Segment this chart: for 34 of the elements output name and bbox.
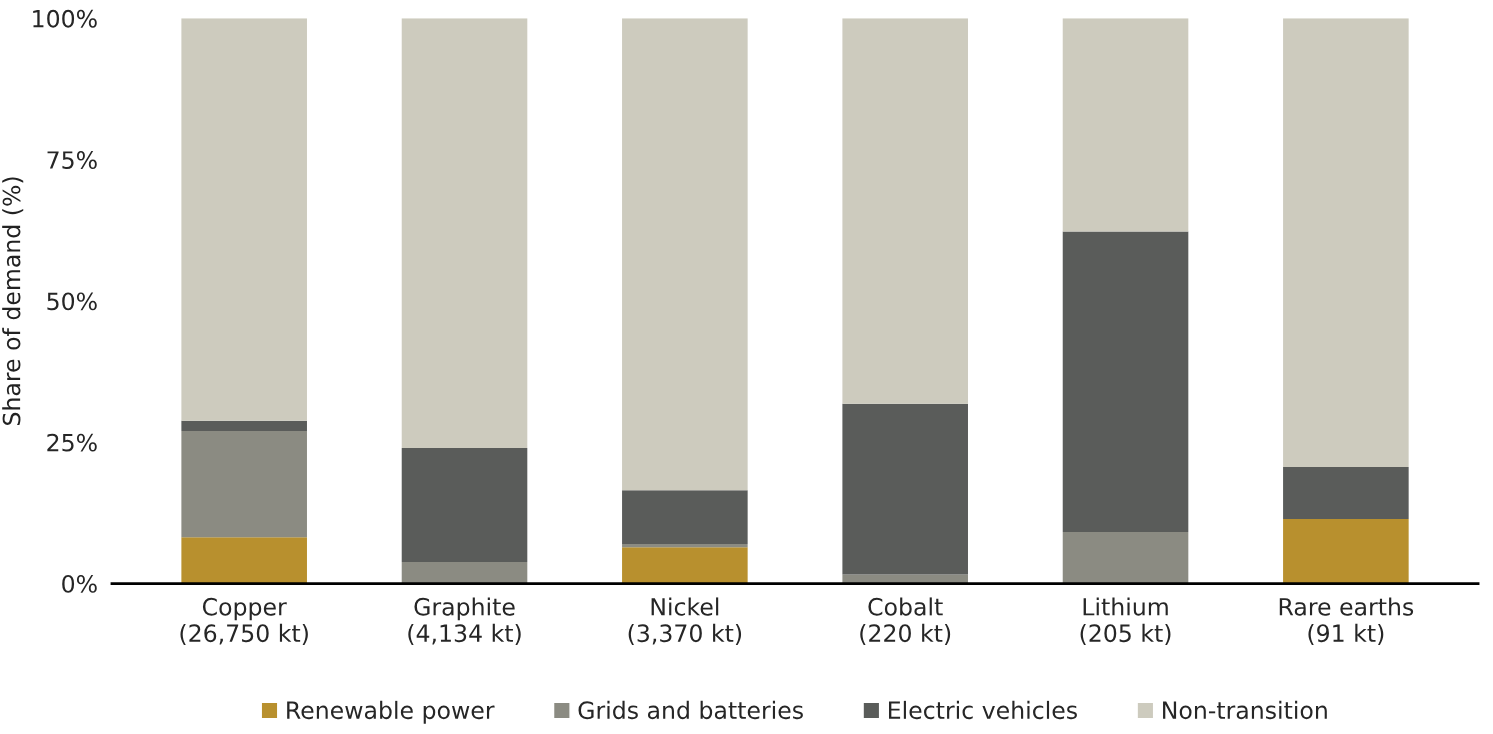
x-tick-label: Graphite (4,134 kt) [408, 597, 521, 645]
y-tick-label: 100% [33, 9, 97, 28]
y-tick-label: 0% [62, 574, 97, 593]
legend-label: Electric vehicles [889, 700, 1077, 720]
bar [181, 420, 307, 431]
bar [401, 562, 528, 584]
bar [401, 18, 528, 448]
bar [1283, 18, 1409, 468]
bar [1283, 519, 1409, 584]
bar [181, 537, 307, 584]
legend-label: Grids and batteries [578, 700, 803, 720]
legend-label: Renewable power [287, 700, 495, 724]
y-tick-label: 25% [47, 433, 97, 452]
y-tick-label: 75% [47, 151, 97, 169]
x-tick-label: Rare earths (91 kt) [1279, 597, 1414, 645]
x-tick-label: Cobalt (220 kt) [860, 597, 951, 645]
y-tick-label: 50% [47, 292, 97, 311]
bar [842, 18, 968, 404]
bar [622, 18, 748, 491]
legend-label: Non-transition [1163, 700, 1327, 720]
bar [181, 430, 307, 538]
y-axis-title: Share of demand (%) [2, 177, 24, 425]
bar [181, 18, 307, 421]
x-tick-label: Lithium (205 kt) [1080, 597, 1171, 645]
bar [401, 447, 528, 563]
bar [1062, 532, 1189, 584]
bar [1283, 467, 1409, 520]
bar [622, 490, 748, 544]
bar [1062, 231, 1189, 533]
x-tick-label: Nickel (3,370 kt) [628, 597, 742, 645]
bar [1062, 18, 1189, 232]
bar [622, 547, 748, 584]
x-tick-label: Copper (26,750 kt) [180, 597, 308, 645]
bar [842, 403, 968, 575]
